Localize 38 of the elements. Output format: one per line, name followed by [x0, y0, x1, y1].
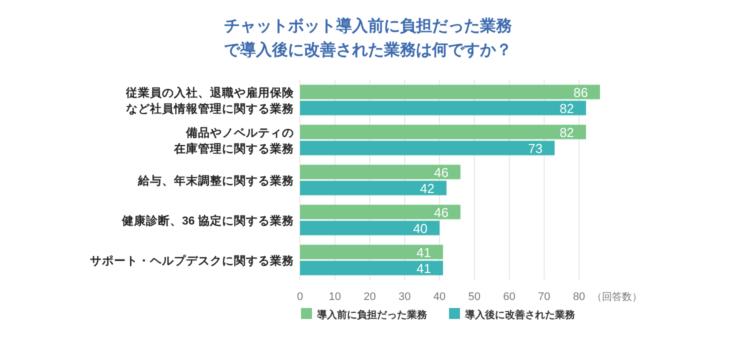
- y-tick-label: 従業員の入社、退職や雇用保険など社員情報管理に関する業務: [125, 86, 295, 116]
- data-label: 82: [560, 101, 574, 116]
- x-tick-label: 10: [328, 291, 342, 303]
- bar: [300, 164, 460, 180]
- x-tick-label: 30: [398, 291, 411, 303]
- data-label: 46: [434, 165, 448, 180]
- legend-label: 導入後に改善された業務: [464, 309, 576, 321]
- bar: [300, 100, 586, 116]
- bar: [300, 244, 444, 260]
- data-label: 40: [413, 221, 428, 236]
- x-tick-label: 80: [572, 291, 586, 303]
- bar: [300, 260, 444, 276]
- chart-title: チャットボット導入前に負担だった業務で導入後に改善された業務は何ですか？: [224, 17, 513, 59]
- y-tick-label: サポート・ヘルプデスクに関する業務: [90, 254, 295, 268]
- x-tick-label: 50: [468, 291, 481, 303]
- bar: [300, 84, 600, 100]
- bar: [300, 140, 555, 156]
- x-tick-label: 0: [296, 291, 304, 303]
- bar: [300, 220, 440, 236]
- x-tick-label: 60: [503, 291, 516, 303]
- y-tick-label: 健康診断、36 協定に関する業務: [121, 214, 295, 228]
- y-tick-label: 備品やノベルティの在庫管理に関する業務: [173, 126, 295, 156]
- x-axis-title: （回答数）: [592, 291, 642, 303]
- legend-label: 導入前に負担だった業務: [316, 309, 428, 321]
- data-label: 41: [416, 261, 432, 276]
- data-label: 46: [434, 205, 448, 220]
- y-tick-label: 給与、年末調整に関する業務: [137, 174, 295, 188]
- bar: [300, 124, 586, 140]
- x-tick-label: 40: [433, 291, 446, 303]
- data-label: 73: [528, 141, 543, 156]
- bar: [300, 204, 460, 220]
- bar: [300, 180, 447, 196]
- data-label: 82: [560, 125, 574, 140]
- data-label: 86: [574, 85, 588, 100]
- x-tick-label: 20: [364, 291, 376, 303]
- x-tick-label: 70: [538, 291, 550, 303]
- data-label: 41: [416, 245, 432, 260]
- data-label: 42: [420, 181, 435, 196]
